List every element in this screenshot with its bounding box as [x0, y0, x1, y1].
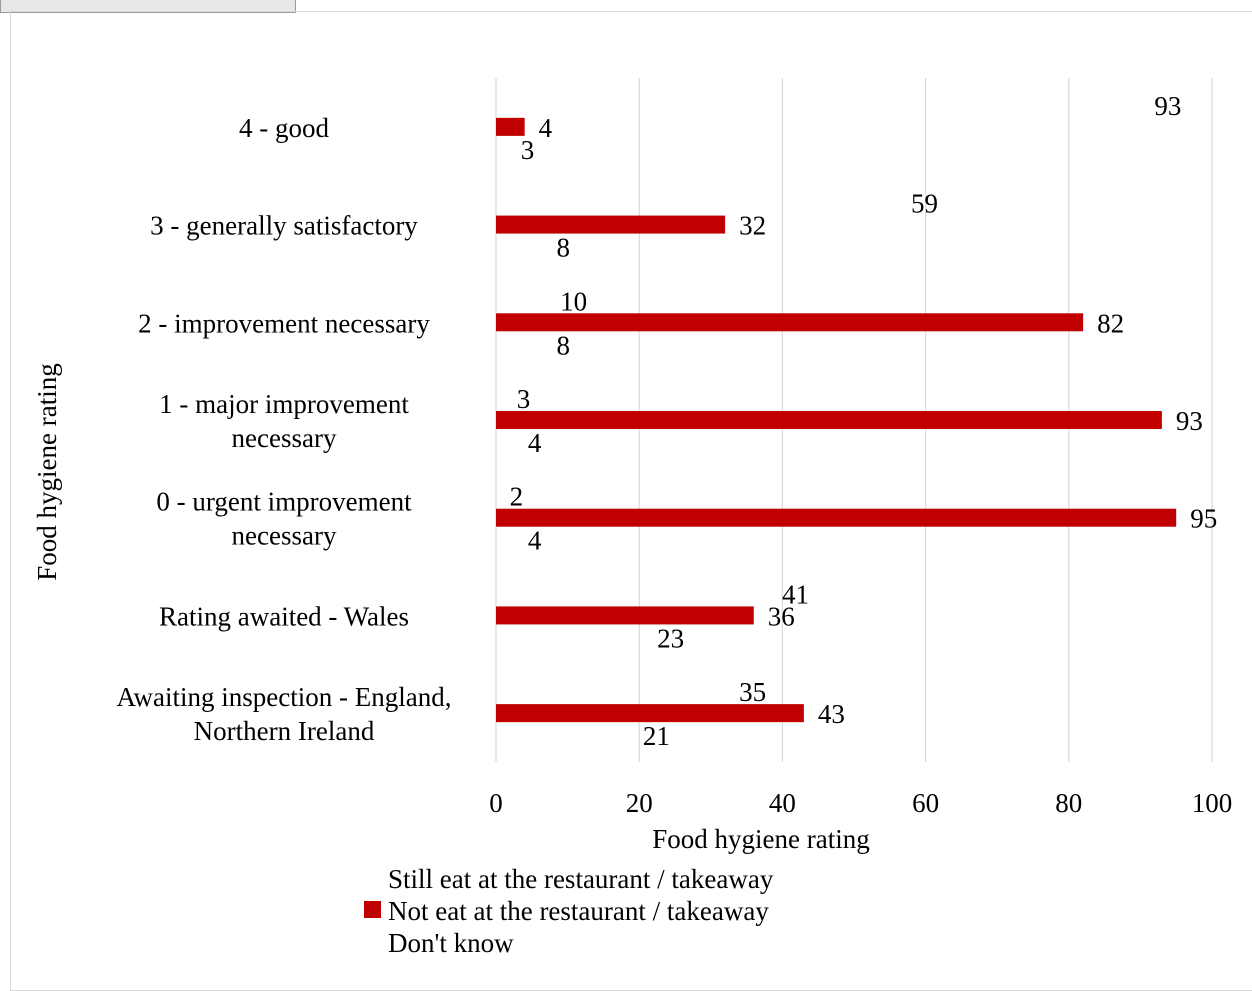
category-label: 4 - good — [239, 113, 329, 143]
bar-not-eat — [496, 704, 804, 723]
x-tick-label: 100 — [1192, 788, 1233, 818]
data-label-dont-know: 23 — [657, 623, 684, 653]
data-label-still-eat: 2 — [510, 482, 524, 512]
legend-swatch — [364, 901, 381, 918]
bars — [496, 100, 1177, 740]
data-label-still-eat: 41 — [782, 579, 809, 609]
data-label-dont-know: 4 — [528, 428, 542, 458]
category-label: 3 - generally satisfactory — [150, 211, 418, 241]
data-label-dont-know: 8 — [557, 330, 571, 360]
bar-dont-know — [496, 429, 525, 447]
data-label-still-eat: 10 — [560, 286, 587, 316]
bar-still-eat — [496, 686, 747, 704]
x-axis-title: Food hygiene rating — [652, 824, 869, 854]
bar-not-eat — [496, 606, 754, 625]
x-tick-label: 80 — [1055, 788, 1082, 818]
bar-not-eat — [496, 313, 1084, 332]
legend-swatch — [364, 869, 381, 886]
legend-entry: Don't know — [388, 928, 514, 958]
bar-not-eat — [496, 215, 726, 234]
bar-dont-know — [496, 527, 525, 545]
window-tab — [0, 0, 296, 13]
bar-not-eat — [496, 117, 525, 136]
data-label-dont-know: 8 — [557, 233, 571, 263]
data-label-still-eat: 59 — [911, 189, 938, 219]
data-label-dont-know: 3 — [521, 135, 535, 165]
bar-still-eat — [496, 100, 1162, 118]
bar-not-eat — [496, 508, 1177, 527]
category-label: necessary — [232, 423, 337, 453]
bar-dont-know — [496, 234, 553, 252]
category-label: Northern Ireland — [194, 716, 375, 746]
bar-dont-know — [496, 624, 661, 642]
category-label: 2 - improvement necessary — [138, 308, 430, 338]
data-label-not-eat: 82 — [1097, 308, 1124, 338]
data-label-not-eat: 32 — [739, 211, 766, 241]
bar-still-eat — [496, 295, 568, 313]
data-label-still-eat: 3 — [517, 384, 531, 414]
data-label-still-eat: 35 — [739, 677, 766, 707]
data-label-not-eat: 4 — [539, 113, 553, 143]
data-label-not-eat: 43 — [818, 699, 845, 729]
category-label: 1 - major improvement — [159, 389, 409, 419]
legend-swatch — [364, 933, 381, 950]
x-tick-label: 20 — [626, 788, 653, 818]
bar-still-eat — [496, 588, 790, 606]
bar-still-eat — [496, 491, 510, 509]
bar-dont-know — [496, 722, 646, 740]
x-tick-label: 0 — [489, 788, 503, 818]
y-axis-title: Food hygiene rating — [32, 363, 62, 580]
legend: Still eat at the restaurant / takeawayNo… — [364, 864, 774, 958]
bar-dont-know — [496, 331, 553, 349]
legend-entry: Still eat at the restaurant / takeaway — [388, 864, 774, 894]
bar-not-eat — [496, 411, 1162, 429]
data-label-not-eat: 36 — [768, 601, 795, 631]
x-tick-label: 40 — [769, 788, 796, 818]
data-label-still-eat: 93 — [1154, 91, 1181, 121]
category-labels: 4 - good 3 - generally satisfactory 2 - im… — [117, 113, 452, 746]
data-label-not-eat: 95 — [1190, 504, 1217, 534]
data-label-dont-know: 4 — [528, 526, 542, 556]
category-label: 0 - urgent improvement — [156, 487, 412, 517]
x-tick-labels: 0 20 40 60 80 100 — [489, 788, 1232, 818]
data-label-not-eat: 93 — [1176, 406, 1203, 436]
category-label: Rating awaited - Wales — [159, 601, 409, 631]
category-label: necessary — [232, 521, 337, 551]
bar-still-eat — [496, 198, 918, 216]
category-label: Awaiting inspection - England, — [117, 682, 452, 712]
x-tick-label: 60 — [912, 788, 939, 818]
data-label-dont-know: 21 — [643, 721, 670, 751]
legend-entry: Not eat at the restaurant / takeaway — [388, 896, 769, 926]
bar-still-eat — [496, 393, 517, 411]
bar-dont-know — [496, 136, 517, 154]
